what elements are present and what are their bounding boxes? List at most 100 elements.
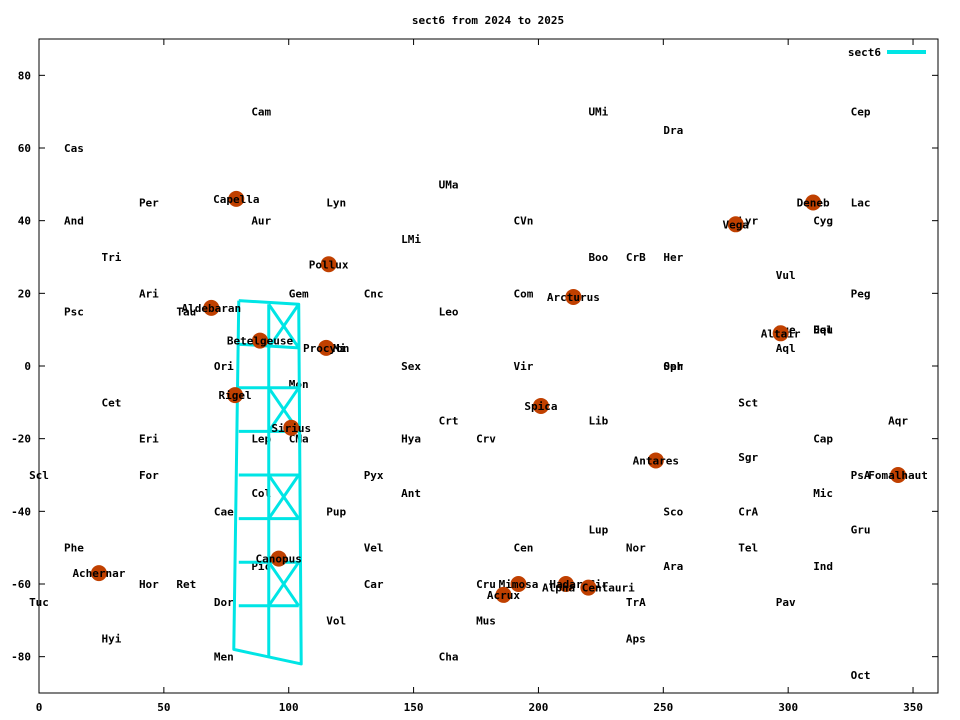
star-marker [227,387,244,404]
constellation-label: UMi [588,106,608,119]
x-tick-label: 50 [157,701,170,714]
x-tick-label: 0 [36,701,43,714]
constellation-label: Mus [476,614,496,627]
y-tick-label: 0 [24,360,31,373]
constellation-label: Cep [851,106,871,119]
legend: sect6 [848,46,926,59]
constellation-label: Equ [813,324,833,337]
constellation-label: UMa [439,178,459,191]
constellation-label: Cet [101,396,121,409]
constellation-label: Pyx [364,469,384,482]
y-tick-label: -80 [11,651,31,664]
constellation-label: CrA [738,505,758,518]
star-label: Capella [213,193,259,206]
series-segment [267,386,300,433]
star-label: Antares [633,454,679,467]
star-marker [495,586,512,603]
constellation-label: Lib [588,415,608,428]
star-label: Achernar [72,567,125,580]
constellation-label: Lep [251,433,271,446]
constellation-label: Boo [588,251,608,264]
y-axis: -80 -60 -40 -20 0 20 40 60 80 [11,69,938,664]
x-tick-label: 350 [903,701,923,714]
constellation-label: Car [364,578,384,591]
star-markers: Capella Aldebaran Betelgeuse Rigel Sirius Pol… [72,190,928,603]
constellation-label: Nor [626,542,646,555]
star-label: Alpha Centauri [542,582,635,595]
constellation-label: Sco [663,505,683,518]
constellation-label: Pup [326,505,346,518]
constellation-label: And [64,215,84,228]
x-tick-label: 250 [653,701,673,714]
constellation-label: Ret [176,578,196,591]
constellation-label: Oct [851,669,871,682]
x-tick-label: 150 [404,701,424,714]
constellation-label: Her [663,251,683,264]
constellation-label: Aql [776,342,796,355]
series-segment [232,299,303,666]
constellation-label: For [139,469,159,482]
constellation-label: Men [214,651,234,664]
star-label: Vega [722,218,749,231]
constellation-label: Ari [139,287,159,300]
star-marker [510,576,527,592]
constellation-label: Peg [851,287,871,300]
constellation-label: Dra [663,124,683,137]
chart-title: sect6 from 2024 to 2025 [412,14,564,27]
star-label: Altair [761,327,801,340]
constellation-label: Vir [514,360,534,373]
star-label: Acrux [487,589,520,602]
y-tick-label: 80 [18,69,31,82]
constellation-label: Sex [401,360,421,373]
constellation-label: Gru [851,524,871,537]
constellation-label: Tau [176,306,196,319]
star-marker [90,565,107,582]
constellation-label: Phe [64,542,84,555]
constellation-label: TrA [626,596,646,609]
y-tick-label: 40 [18,215,31,228]
constellation-label: LMi [401,233,421,246]
constellation-label: Ind [813,560,833,573]
constellation-label: Tel [738,542,758,555]
constellation-label: Aps [626,633,646,646]
constellation-label: Sct [738,396,758,409]
star-label: Canopus [256,553,302,566]
star-label: Sirius [271,422,311,435]
constellation-label: Ser [663,360,683,373]
constellation-label: Mic [813,487,833,500]
star-marker [283,419,300,436]
legend-label: sect6 [848,46,881,59]
series-segment [267,561,300,607]
constellation-label: Hor [139,578,159,591]
constellation-label: Com [514,287,534,300]
constellation-label: Crt [439,415,459,428]
star-label: Fomalhaut [868,469,928,482]
constellation-label: Oph [663,360,683,373]
constellation-label: Leo [439,306,459,319]
star-label: Arcturus [547,291,600,304]
star-marker [252,332,269,349]
constellation-label: CrB [626,251,646,264]
constellation-label: Pav [776,596,796,609]
star-label: Deneb [797,197,830,210]
constellation-label: Vel [364,542,384,555]
series-segment [267,303,300,349]
star-marker [580,579,597,596]
constellation-label: Vol [326,614,346,627]
constellation-label: Lup [588,524,608,537]
constellation-label: Cru [476,578,496,591]
constellation-label: Scl [29,469,49,482]
star-marker [727,216,744,233]
star-label: Betelgeuse [227,335,294,348]
star-marker [772,325,789,342]
constellation-label: Cam [251,106,271,119]
x-axis: 0 50 100 150 200 250 300 350 [36,39,923,714]
constellation-label: Aur [251,215,271,228]
star-label: Rigel [218,389,251,402]
constellation-label: Cae [214,505,234,518]
constellation-label: Tri [101,251,121,264]
constellation-label: Gem [289,287,309,300]
star-label: Mimosa [499,578,539,591]
